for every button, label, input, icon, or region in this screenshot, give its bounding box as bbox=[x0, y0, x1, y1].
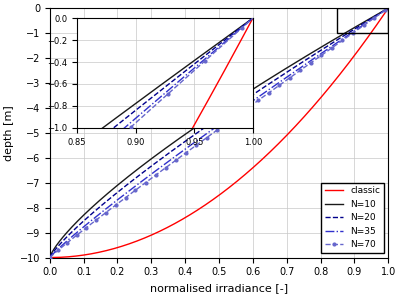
N=20 bbox=[306, 57, 310, 60]
N=10 bbox=[255, 85, 260, 88]
classic bbox=[263, 155, 268, 159]
Line: N=20: N=20 bbox=[50, 8, 388, 257]
classic bbox=[328, 85, 333, 88]
Y-axis label: depth [m]: depth [m] bbox=[4, 105, 14, 161]
N=70 bbox=[276, 85, 280, 88]
N=10 bbox=[386, 6, 391, 10]
N=70 bbox=[178, 155, 183, 159]
N=10 bbox=[292, 61, 297, 65]
N=35 bbox=[185, 146, 190, 149]
N=70 bbox=[190, 146, 195, 149]
N=10 bbox=[300, 57, 304, 60]
N=20 bbox=[48, 256, 52, 259]
N=35 bbox=[305, 61, 310, 65]
N=35 bbox=[271, 85, 276, 88]
N=35 bbox=[386, 6, 391, 10]
N=10 bbox=[164, 146, 169, 149]
Line: N=70: N=70 bbox=[48, 7, 390, 259]
N=20 bbox=[174, 146, 179, 149]
N=20 bbox=[263, 85, 268, 88]
N=10 bbox=[152, 155, 156, 159]
Bar bbox=[338, 8, 388, 33]
N=20 bbox=[386, 6, 391, 10]
N=35 bbox=[311, 57, 316, 60]
X-axis label: normalised irradiance [-]: normalised irradiance [-] bbox=[150, 283, 288, 293]
N=70 bbox=[386, 6, 391, 10]
classic bbox=[350, 57, 354, 60]
N=20 bbox=[298, 61, 303, 65]
classic bbox=[272, 146, 277, 149]
N=70 bbox=[308, 61, 313, 65]
N=35 bbox=[172, 155, 177, 159]
N=35 bbox=[75, 230, 80, 234]
N=20 bbox=[162, 155, 166, 159]
classic bbox=[48, 256, 52, 259]
N=70 bbox=[48, 256, 52, 259]
Line: classic: classic bbox=[50, 8, 388, 257]
classic bbox=[386, 6, 391, 10]
Line: N=35: N=35 bbox=[50, 8, 388, 257]
N=20 bbox=[69, 230, 74, 234]
classic bbox=[346, 61, 351, 65]
Legend: classic, N=10, N=20, N=35, N=70: classic, N=10, N=20, N=35, N=70 bbox=[321, 183, 384, 253]
N=35 bbox=[48, 256, 52, 259]
N=10 bbox=[48, 256, 52, 259]
classic bbox=[156, 230, 160, 234]
N=70 bbox=[314, 57, 319, 60]
N=70 bbox=[78, 230, 83, 234]
N=10 bbox=[65, 230, 70, 234]
Line: N=10: N=10 bbox=[50, 8, 388, 257]
